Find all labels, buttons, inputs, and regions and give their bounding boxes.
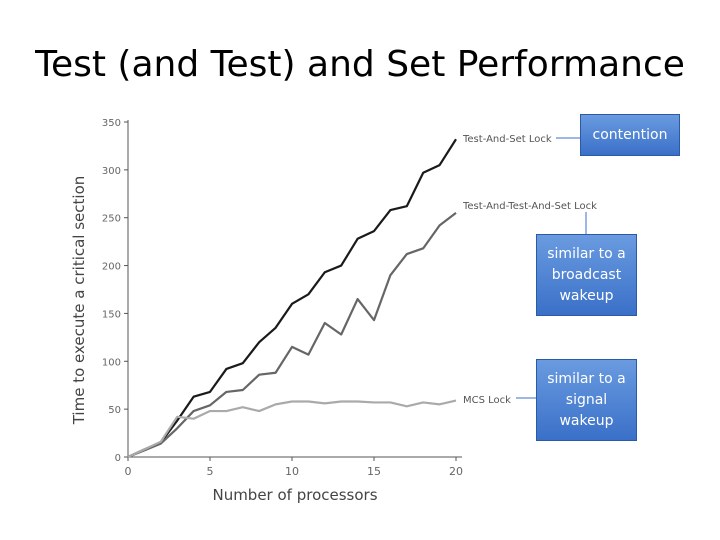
x-tick-label: 15 [367, 465, 381, 478]
series-label-2: MCS Lock [463, 395, 511, 406]
x-tick-label: 20 [449, 465, 463, 478]
series-label-1: Test-And-Test-And-Set Lock [462, 201, 597, 212]
y-tick-label: 200 [102, 262, 121, 273]
callout-broadcast-wakeup: similar to a broadcast wakeup [536, 234, 637, 316]
y-tick-label: 350 [102, 118, 121, 129]
y-tick-label: 50 [108, 405, 121, 416]
series-line-2 [127, 399, 457, 458]
x-tick-label: 10 [285, 465, 299, 478]
series-line-0 [127, 138, 457, 458]
y-tick-label: 250 [102, 214, 121, 225]
series-label-0: Test-And-Set Lock [462, 134, 552, 145]
slide-title: Test (and Test) and Set Performance [35, 44, 685, 85]
series-line-1 [127, 212, 457, 459]
x-axis-label: Number of processors [212, 486, 377, 504]
y-tick-label: 300 [102, 166, 121, 177]
y-tick-label: 0 [115, 453, 121, 464]
y-tick-label: 150 [102, 309, 121, 320]
callout-contention: contention [580, 114, 680, 156]
x-tick-label: 5 [207, 465, 214, 478]
y-tick-label: 100 [102, 357, 121, 368]
x-tick-label: 0 [125, 465, 132, 478]
callout-signal-wakeup: similar to a signal wakeup [536, 359, 637, 441]
y-axis-label: Time to execute a critical section [70, 176, 88, 426]
